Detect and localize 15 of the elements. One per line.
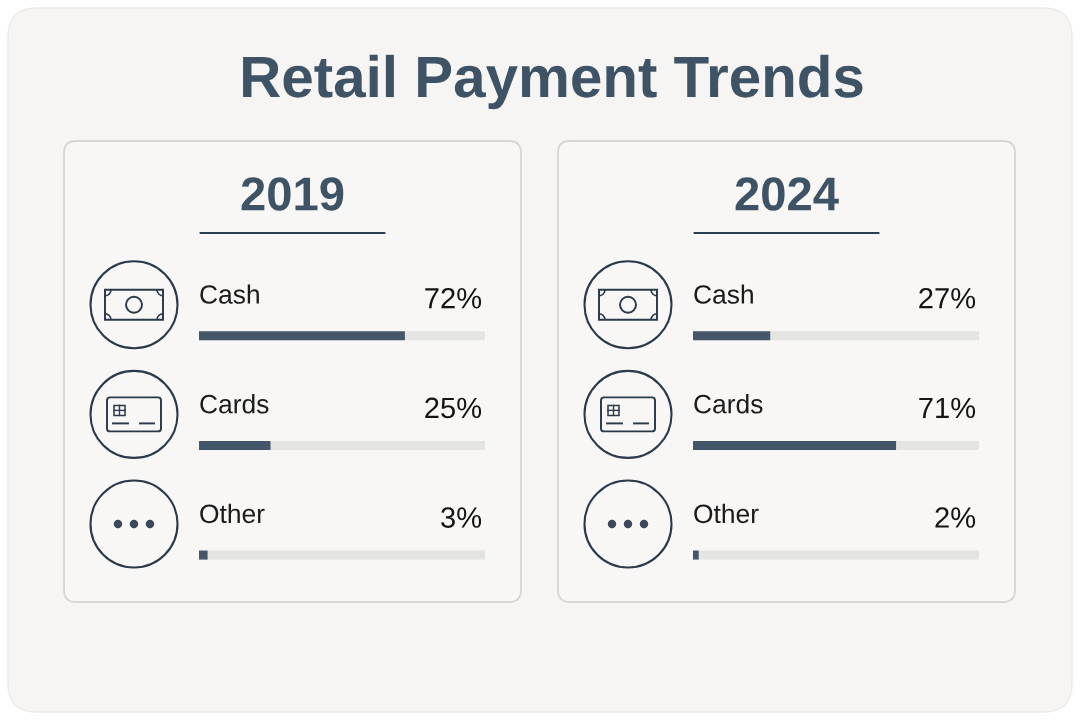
chart-title: 2019 <box>241 177 344 211</box>
data-label: 71% <box>919 397 976 419</box>
y-tick-label: Other <box>694 503 759 524</box>
text: Retail Payment Trends <box>243 54 863 110</box>
y-tick-label: Other <box>200 503 265 524</box>
y-tick-label: Cards <box>694 394 763 414</box>
data-label: 3% <box>441 507 482 528</box>
chart-title: 2024 <box>735 177 839 211</box>
data-label: 2% <box>935 507 976 528</box>
y-tick-label: Cards <box>200 394 269 414</box>
data-label: 72% <box>425 287 482 309</box>
y-tick-label: Cash <box>200 284 259 304</box>
y-tick-label: Cash <box>694 284 753 304</box>
data-label: 25% <box>425 397 482 419</box>
data-label: 27% <box>919 287 976 309</box>
